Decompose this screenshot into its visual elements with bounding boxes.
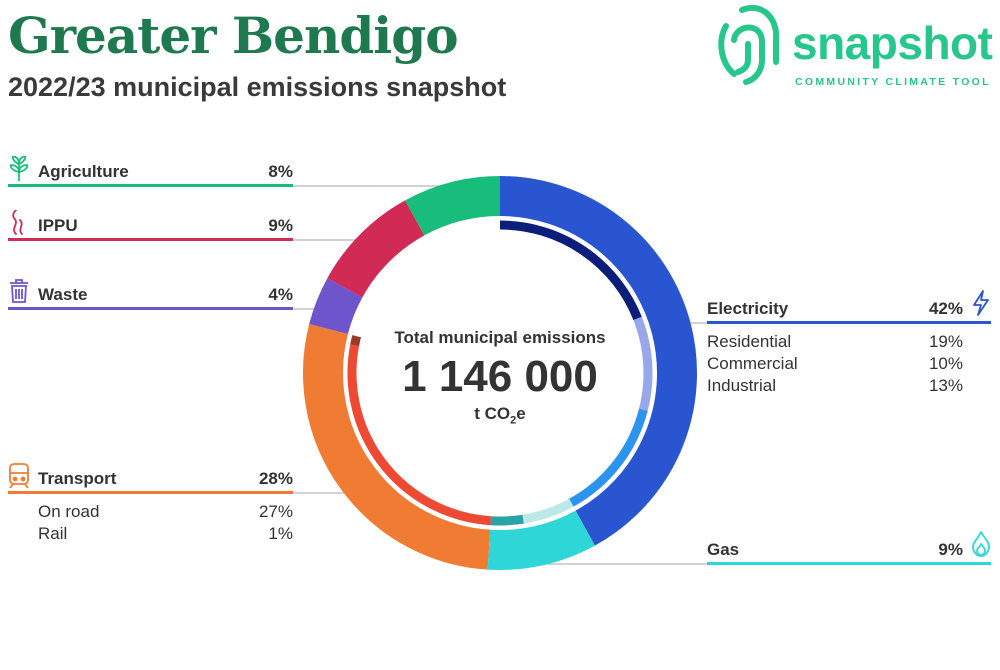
legend-gas-rule (707, 562, 991, 565)
total-value: 1 146 000 (402, 352, 598, 401)
donut-sub-slice-gas-0 (522, 498, 574, 524)
flame-icon (972, 531, 990, 557)
legend-gas: Gas 9% (707, 538, 991, 568)
legend-gas-value: 9% (938, 540, 963, 559)
donut-sub-slice-electricity-residential (499, 220, 642, 321)
donut-slice-agriculture (405, 176, 501, 236)
lightning-icon (973, 290, 989, 316)
donut-slice-gas (487, 510, 595, 570)
legend-electricity: Electricity 42% (707, 297, 991, 327)
donut-sub-slice-transport-on-road (347, 344, 491, 526)
legend-transport-on-road: On road 27% (38, 502, 293, 521)
page-title: Greater Bendigo (8, 6, 459, 65)
legend-transport-name: Transport (38, 469, 117, 488)
total-label: Total municipal emissions (394, 328, 606, 347)
legend-transport-rail: Rail 1% (38, 524, 293, 543)
legend-agriculture-rule (8, 184, 293, 187)
legend-electricity-residential: Residential 19% (707, 332, 963, 351)
donut-slice-transport (303, 324, 491, 570)
page-subtitle: 2022/23 municipal emissions snapshot (8, 72, 507, 102)
legend-ippu-rule (8, 238, 293, 241)
donut-sub-slice-electricity-industrial (569, 408, 648, 507)
legend-waste-rule (8, 307, 293, 310)
legend-transport-value: 28% (258, 469, 293, 488)
legend-waste-value: 4% (268, 285, 293, 304)
logo-wordmark: snapshot (792, 17, 993, 69)
legend-waste: Waste 4% (8, 279, 293, 313)
fingerprint-icon (718, 5, 780, 85)
donut-sub-slice-transport-rail (350, 335, 362, 347)
legend-agriculture: Agriculture 8% (8, 156, 293, 190)
donut-sub-slice-gas-1 (490, 514, 524, 526)
legend-agriculture-name: Agriculture (38, 162, 129, 181)
legend-ippu-name: IPPU (38, 216, 78, 235)
legend-agriculture-value: 8% (268, 162, 293, 181)
logo-tagline: COMMUNITY CLIMATE TOOL (795, 76, 991, 88)
donut-slice-waste (309, 278, 363, 335)
smoke-icon (12, 210, 23, 235)
sprout-icon (9, 156, 29, 181)
legend-waste-name: Waste (38, 285, 88, 304)
legend-electricity-rule (707, 321, 991, 324)
leader-line-gas (545, 556, 707, 565)
legend-transport: Transport 28% (8, 463, 293, 497)
donut-slice-ippu (327, 200, 425, 298)
donut-slice-electricity (499, 176, 697, 546)
donut-sub-slice-electricity-commercial (633, 316, 653, 411)
legend-ippu: IPPU 9% (8, 210, 293, 244)
bin-icon (10, 279, 28, 303)
train-icon (9, 463, 29, 489)
legend-electricity-commercial: Commercial 10% (707, 354, 963, 373)
legend-electricity-name: Electricity (707, 299, 789, 318)
legend-ippu-value: 9% (268, 216, 293, 235)
legend-electricity-value: 42% (928, 299, 963, 318)
legend-gas-name: Gas (707, 540, 740, 559)
total-unit: t CO2e (474, 404, 526, 427)
legend-electricity-industrial: Industrial 13% (707, 376, 963, 395)
legend-transport-rule (8, 491, 293, 494)
